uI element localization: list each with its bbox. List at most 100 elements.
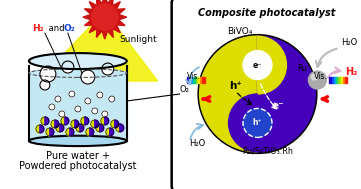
Wedge shape xyxy=(105,117,109,125)
Wedge shape xyxy=(36,125,40,133)
Text: O₂: O₂ xyxy=(64,24,75,33)
Polygon shape xyxy=(102,31,108,39)
Polygon shape xyxy=(84,20,93,26)
Circle shape xyxy=(59,111,65,117)
Bar xyxy=(187,77,189,83)
Wedge shape xyxy=(55,120,59,128)
Wedge shape xyxy=(56,124,60,132)
Bar xyxy=(198,77,200,83)
Text: Ru: Ru xyxy=(297,64,307,73)
Bar xyxy=(336,77,338,83)
Polygon shape xyxy=(102,0,108,3)
Wedge shape xyxy=(66,128,70,136)
Polygon shape xyxy=(96,0,102,5)
Polygon shape xyxy=(118,14,127,20)
Bar xyxy=(191,77,193,83)
Wedge shape xyxy=(120,124,124,132)
Circle shape xyxy=(49,104,55,110)
Polygon shape xyxy=(113,25,120,33)
Bar xyxy=(340,77,343,83)
Text: Powdered photocatalyst: Powdered photocatalyst xyxy=(19,161,136,171)
Circle shape xyxy=(40,66,56,82)
Circle shape xyxy=(312,74,317,80)
Ellipse shape xyxy=(29,53,127,69)
Bar xyxy=(29,73,127,141)
Circle shape xyxy=(92,108,98,114)
Wedge shape xyxy=(41,117,45,125)
Wedge shape xyxy=(115,120,119,128)
Text: Sunlight: Sunlight xyxy=(119,35,157,44)
Wedge shape xyxy=(80,124,84,132)
Text: H₂O: H₂O xyxy=(341,38,357,47)
Polygon shape xyxy=(89,2,97,9)
Bar xyxy=(334,77,336,83)
Circle shape xyxy=(102,63,114,75)
Polygon shape xyxy=(89,25,97,33)
Polygon shape xyxy=(113,2,120,9)
Polygon shape xyxy=(116,9,125,14)
Wedge shape xyxy=(71,120,75,128)
Circle shape xyxy=(75,106,81,112)
Wedge shape xyxy=(86,128,90,136)
Circle shape xyxy=(40,80,50,90)
Text: Composite photocatalyst: Composite photocatalyst xyxy=(198,8,335,18)
Wedge shape xyxy=(85,117,89,125)
Wedge shape xyxy=(61,117,65,125)
Wedge shape xyxy=(200,36,257,152)
Circle shape xyxy=(62,61,74,73)
Bar xyxy=(200,77,203,83)
Wedge shape xyxy=(70,128,74,136)
Bar xyxy=(343,77,345,83)
Text: O₂: O₂ xyxy=(180,85,190,94)
Circle shape xyxy=(81,70,95,84)
Wedge shape xyxy=(106,128,110,136)
Wedge shape xyxy=(50,128,54,136)
Circle shape xyxy=(85,98,91,104)
Text: H₂O: H₂O xyxy=(190,139,206,148)
Polygon shape xyxy=(108,0,113,5)
Text: e⁻: e⁻ xyxy=(271,101,284,111)
Wedge shape xyxy=(111,120,115,128)
FancyBboxPatch shape xyxy=(172,0,361,189)
Ellipse shape xyxy=(29,69,127,77)
Text: Ru/SrTiO₃:Rh: Ru/SrTiO₃:Rh xyxy=(242,147,293,156)
Wedge shape xyxy=(65,117,69,125)
Wedge shape xyxy=(116,124,120,132)
Bar xyxy=(329,77,332,83)
Wedge shape xyxy=(100,124,104,132)
Text: e⁻: e⁻ xyxy=(253,60,262,70)
Bar xyxy=(345,77,347,83)
Bar xyxy=(203,77,205,83)
Wedge shape xyxy=(46,128,50,136)
Circle shape xyxy=(69,91,75,97)
Text: Pure water +: Pure water + xyxy=(46,151,110,161)
Wedge shape xyxy=(40,125,44,133)
Wedge shape xyxy=(110,128,114,136)
Wedge shape xyxy=(51,120,55,128)
Circle shape xyxy=(92,4,118,30)
Ellipse shape xyxy=(29,136,127,146)
Text: H₂: H₂ xyxy=(32,24,44,33)
Polygon shape xyxy=(84,9,93,14)
Bar xyxy=(332,77,334,83)
Wedge shape xyxy=(76,124,80,132)
Wedge shape xyxy=(45,117,49,125)
Text: BiVO₄: BiVO₄ xyxy=(227,27,252,36)
Circle shape xyxy=(102,111,108,117)
Wedge shape xyxy=(81,117,85,125)
Bar xyxy=(338,77,340,83)
Text: Vis.: Vis. xyxy=(314,72,327,81)
Circle shape xyxy=(198,35,317,153)
Text: h⁺: h⁺ xyxy=(253,119,262,127)
Polygon shape xyxy=(38,11,158,81)
Polygon shape xyxy=(96,29,102,37)
Bar xyxy=(193,77,196,83)
Circle shape xyxy=(55,96,61,102)
Text: h⁺: h⁺ xyxy=(229,81,242,91)
Wedge shape xyxy=(60,124,64,132)
Wedge shape xyxy=(90,128,94,136)
Polygon shape xyxy=(108,29,113,37)
Circle shape xyxy=(97,92,103,98)
Circle shape xyxy=(308,71,326,89)
Circle shape xyxy=(243,51,272,80)
